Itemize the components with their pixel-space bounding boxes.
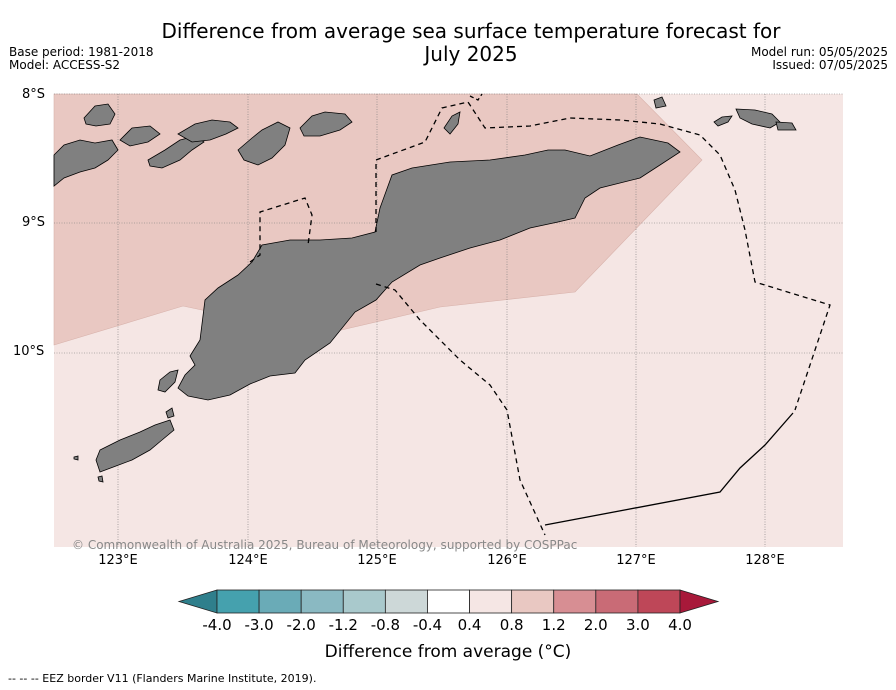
colorbar-tick-label: -4.0 (202, 616, 232, 634)
colorbar-segment (427, 589, 470, 614)
title-line-1: Difference from average sea surface temp… (161, 19, 781, 43)
small-islet-6 (165, 407, 175, 419)
north-islet-3 (177, 119, 239, 143)
colorbar-tick-label: 4.0 (668, 616, 692, 634)
alor-island (53, 139, 119, 187)
colorbar (177, 589, 720, 614)
base-period: Base period: 1981-2018 (9, 45, 154, 59)
eez-border-solid (544, 412, 794, 526)
eez-legend-footnote: -- -- -- EEZ border V11 (Flanders Marine… (8, 672, 317, 685)
colorbar-segment (553, 589, 597, 614)
lon-label-126e: 126°E (487, 553, 527, 568)
small-islet-2 (653, 96, 667, 109)
model-run: Model run: 05/05/2025 (750, 45, 888, 59)
small-islet-3 (713, 115, 733, 127)
small-islet-8 (97, 475, 104, 483)
copyright-notice: © Commonwealth of Australia 2025, Bureau… (72, 538, 578, 552)
colorbar-tick-label: 3.0 (625, 616, 650, 634)
colorbar-tick-label: -2.0 (286, 616, 316, 634)
eez-border-south (375, 283, 546, 536)
timor-island (177, 136, 681, 401)
pantar-island (83, 103, 116, 127)
sumba-east (95, 419, 175, 473)
rote-island (157, 369, 179, 393)
colorbar-tick-label: 0.8 (499, 616, 524, 634)
small-islet-5 (775, 121, 797, 131)
small-islet-4 (735, 108, 781, 129)
colorbar-segment (384, 589, 428, 614)
colorbar-segment (300, 589, 344, 614)
eez-border-west (249, 101, 831, 411)
colorbar-tick-label: 0.4 (457, 616, 482, 634)
colorbar-segment (258, 589, 302, 614)
colorbar-tick-label: -0.8 (370, 616, 400, 634)
lon-label-127e: 127°E (616, 553, 656, 568)
model-name: Model: ACCESS-S2 (9, 58, 121, 72)
colorbar-segment (216, 589, 260, 614)
colorbar-tick-label: -1.2 (328, 616, 358, 634)
lon-label-123e: 123°E (98, 553, 138, 568)
colorbar-segment (469, 589, 513, 614)
colorbar-segment (595, 589, 639, 614)
lat-label-10s: 10°S (13, 344, 45, 359)
colorbar-segment (637, 589, 681, 614)
colorbar-tick-label: -3.0 (244, 616, 274, 634)
run-info: Model run: 05/05/2025 Issued: 07/05/2025 (751, 46, 888, 72)
colorbar-title: Difference from average (°C) (324, 642, 572, 662)
issued-date: Issued: 07/05/2025 (772, 58, 888, 72)
title-line-2: July 2025 (424, 42, 518, 66)
colorbar-segment (511, 589, 555, 614)
eez-border-north (469, 93, 483, 101)
lon-label-125e: 125°E (357, 553, 397, 568)
model-info: Base period: 1981-2018 Model: ACCESS-S2 (9, 46, 154, 72)
small-islet-1 (443, 111, 461, 135)
map-title: Difference from average sea surface temp… (0, 20, 896, 66)
colorbar-tick-label: 2.0 (583, 616, 608, 634)
atauro-island (299, 111, 353, 137)
small-islet-7 (73, 455, 79, 461)
colorbar-segment (342, 589, 386, 614)
lat-label-8s: 8°S (22, 87, 46, 102)
lon-label-128e: 128°E (745, 553, 785, 568)
wetar-island (237, 121, 291, 166)
colorbar-tick-label: -0.4 (412, 616, 443, 634)
north-islet-1 (119, 125, 161, 147)
lon-label-124e: 124°E (228, 553, 268, 568)
lat-label-9s: 9°S (22, 215, 46, 230)
colorbar-extend-high (679, 589, 720, 614)
north-islet-2 (147, 135, 205, 169)
colorbar-tick-label: 1.2 (541, 616, 566, 634)
colorbar-extend-low (177, 589, 218, 614)
